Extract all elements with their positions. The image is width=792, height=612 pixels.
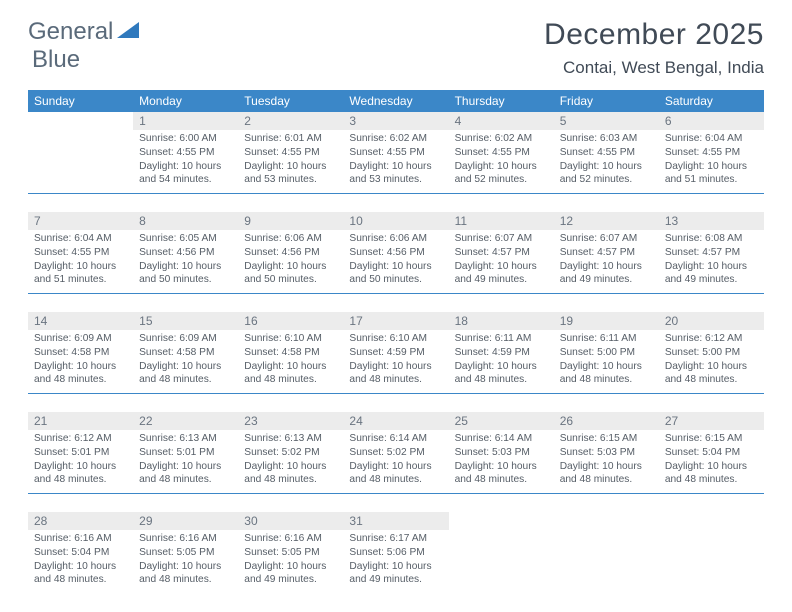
day-cell: Sunrise: 6:17 AMSunset: 5:06 PMDaylight:…	[343, 530, 448, 594]
day-number: 17	[343, 312, 448, 330]
day-number	[554, 512, 659, 530]
day-cell: Sunrise: 6:08 AMSunset: 4:57 PMDaylight:…	[659, 230, 764, 294]
day-number: 23	[238, 412, 343, 430]
day-number: 6	[659, 112, 764, 130]
day-number: 27	[659, 412, 764, 430]
day-number	[659, 512, 764, 530]
logo-triangle-icon	[117, 20, 141, 45]
empty-cell	[554, 530, 659, 594]
daynum-row: 21222324252627	[28, 412, 764, 430]
day-number: 16	[238, 312, 343, 330]
day-cell: Sunrise: 6:06 AMSunset: 4:56 PMDaylight:…	[343, 230, 448, 294]
day-cell: Sunrise: 6:14 AMSunset: 5:02 PMDaylight:…	[343, 430, 448, 494]
content-row: Sunrise: 6:09 AMSunset: 4:58 PMDaylight:…	[28, 330, 764, 412]
empty-cell	[28, 130, 133, 194]
day-cell: Sunrise: 6:14 AMSunset: 5:03 PMDaylight:…	[449, 430, 554, 494]
day-cell: Sunrise: 6:15 AMSunset: 5:03 PMDaylight:…	[554, 430, 659, 494]
day-cell: Sunrise: 6:16 AMSunset: 5:05 PMDaylight:…	[238, 530, 343, 594]
logo: General	[28, 18, 143, 46]
day-number: 24	[343, 412, 448, 430]
month-title: December 2025	[544, 18, 764, 52]
day-cell: Sunrise: 6:16 AMSunset: 5:05 PMDaylight:…	[133, 530, 238, 594]
calendar-body: 123456Sunrise: 6:00 AMSunset: 4:55 PMDay…	[28, 112, 764, 612]
weekday-header: Wednesday	[343, 90, 448, 112]
day-number: 4	[449, 112, 554, 130]
location: Contai, West Bengal, India	[544, 58, 764, 78]
day-cell: Sunrise: 6:03 AMSunset: 4:55 PMDaylight:…	[554, 130, 659, 194]
day-number	[449, 512, 554, 530]
day-cell: Sunrise: 6:04 AMSunset: 4:55 PMDaylight:…	[28, 230, 133, 294]
day-cell: Sunrise: 6:16 AMSunset: 5:04 PMDaylight:…	[28, 530, 133, 594]
weekday-header-row: SundayMondayTuesdayWednesdayThursdayFrid…	[28, 90, 764, 112]
day-cell: Sunrise: 6:10 AMSunset: 4:58 PMDaylight:…	[238, 330, 343, 394]
day-number: 1	[133, 112, 238, 130]
empty-cell	[449, 530, 554, 594]
weekday-header: Saturday	[659, 90, 764, 112]
day-number: 30	[238, 512, 343, 530]
day-number: 28	[28, 512, 133, 530]
day-cell: Sunrise: 6:00 AMSunset: 4:55 PMDaylight:…	[133, 130, 238, 194]
day-number: 7	[28, 212, 133, 230]
calendar-table: SundayMondayTuesdayWednesdayThursdayFrid…	[28, 90, 764, 612]
logo-word2: Blue	[32, 46, 80, 74]
day-cell: Sunrise: 6:07 AMSunset: 4:57 PMDaylight:…	[449, 230, 554, 294]
content-row: Sunrise: 6:00 AMSunset: 4:55 PMDaylight:…	[28, 130, 764, 212]
day-cell: Sunrise: 6:12 AMSunset: 5:00 PMDaylight:…	[659, 330, 764, 394]
day-number: 19	[554, 312, 659, 330]
daynum-row: 28293031	[28, 512, 764, 530]
weekday-header: Friday	[554, 90, 659, 112]
day-number: 5	[554, 112, 659, 130]
day-number: 12	[554, 212, 659, 230]
day-number: 20	[659, 312, 764, 330]
weekday-header: Monday	[133, 90, 238, 112]
day-number: 2	[238, 112, 343, 130]
day-number: 9	[238, 212, 343, 230]
header: General December 2025 Contai, West Benga…	[0, 0, 792, 82]
day-number: 18	[449, 312, 554, 330]
day-cell: Sunrise: 6:09 AMSunset: 4:58 PMDaylight:…	[133, 330, 238, 394]
daynum-row: 14151617181920	[28, 312, 764, 330]
day-number: 3	[343, 112, 448, 130]
weekday-header: Sunday	[28, 90, 133, 112]
daynum-row: 123456	[28, 112, 764, 130]
day-number: 14	[28, 312, 133, 330]
day-number: 25	[449, 412, 554, 430]
day-number: 13	[659, 212, 764, 230]
day-number: 31	[343, 512, 448, 530]
day-cell: Sunrise: 6:01 AMSunset: 4:55 PMDaylight:…	[238, 130, 343, 194]
day-cell: Sunrise: 6:13 AMSunset: 5:02 PMDaylight:…	[238, 430, 343, 494]
day-number	[28, 112, 133, 130]
day-cell: Sunrise: 6:15 AMSunset: 5:04 PMDaylight:…	[659, 430, 764, 494]
content-row: Sunrise: 6:12 AMSunset: 5:01 PMDaylight:…	[28, 430, 764, 512]
logo-word1: General	[28, 18, 113, 46]
title-block: December 2025 Contai, West Bengal, India	[544, 18, 764, 78]
day-cell: Sunrise: 6:12 AMSunset: 5:01 PMDaylight:…	[28, 430, 133, 494]
day-cell: Sunrise: 6:05 AMSunset: 4:56 PMDaylight:…	[133, 230, 238, 294]
day-cell: Sunrise: 6:04 AMSunset: 4:55 PMDaylight:…	[659, 130, 764, 194]
weekday-header: Tuesday	[238, 90, 343, 112]
day-number: 21	[28, 412, 133, 430]
day-cell: Sunrise: 6:11 AMSunset: 5:00 PMDaylight:…	[554, 330, 659, 394]
day-number: 15	[133, 312, 238, 330]
day-cell: Sunrise: 6:07 AMSunset: 4:57 PMDaylight:…	[554, 230, 659, 294]
day-number: 8	[133, 212, 238, 230]
day-number: 11	[449, 212, 554, 230]
day-cell: Sunrise: 6:11 AMSunset: 4:59 PMDaylight:…	[449, 330, 554, 394]
day-number: 26	[554, 412, 659, 430]
day-cell: Sunrise: 6:13 AMSunset: 5:01 PMDaylight:…	[133, 430, 238, 494]
weekday-header: Thursday	[449, 90, 554, 112]
daynum-row: 78910111213	[28, 212, 764, 230]
day-cell: Sunrise: 6:10 AMSunset: 4:59 PMDaylight:…	[343, 330, 448, 394]
content-row: Sunrise: 6:16 AMSunset: 5:04 PMDaylight:…	[28, 530, 764, 612]
day-cell: Sunrise: 6:06 AMSunset: 4:56 PMDaylight:…	[238, 230, 343, 294]
day-number: 10	[343, 212, 448, 230]
day-cell: Sunrise: 6:09 AMSunset: 4:58 PMDaylight:…	[28, 330, 133, 394]
day-number: 29	[133, 512, 238, 530]
empty-cell	[659, 530, 764, 594]
day-cell: Sunrise: 6:02 AMSunset: 4:55 PMDaylight:…	[449, 130, 554, 194]
day-cell: Sunrise: 6:02 AMSunset: 4:55 PMDaylight:…	[343, 130, 448, 194]
content-row: Sunrise: 6:04 AMSunset: 4:55 PMDaylight:…	[28, 230, 764, 312]
day-number: 22	[133, 412, 238, 430]
